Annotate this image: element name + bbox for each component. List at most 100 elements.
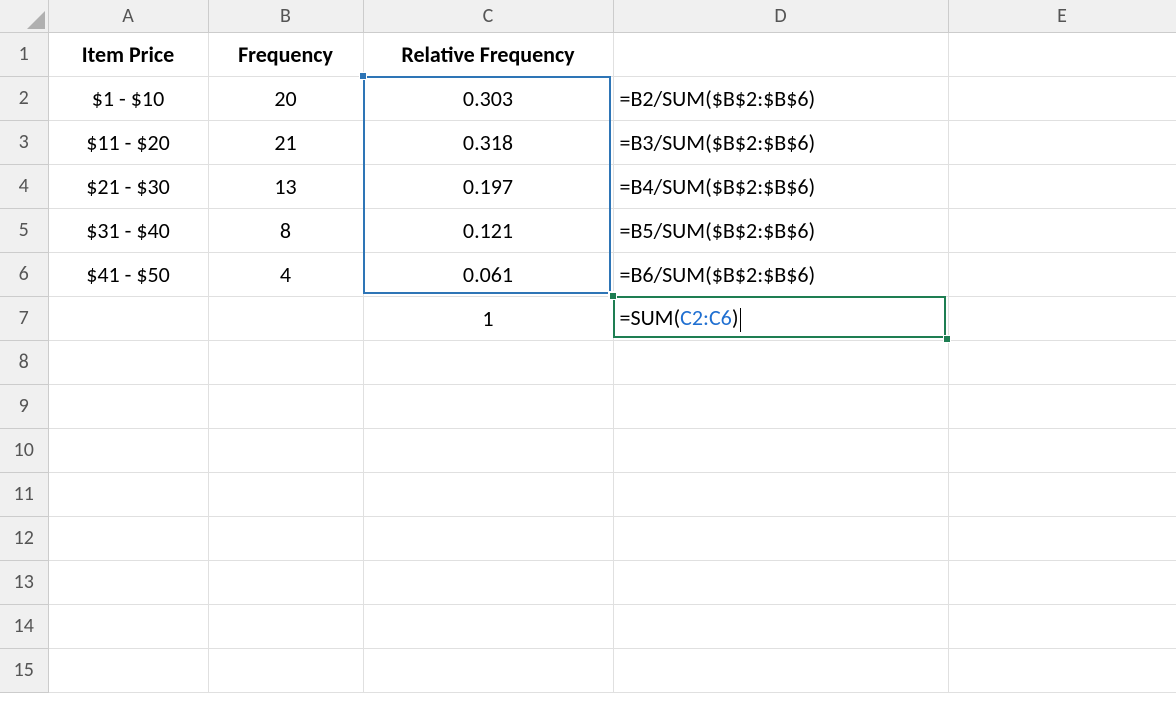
- cell-B10[interactable]: [208, 428, 363, 472]
- range-handle[interactable]: [359, 72, 367, 80]
- row-header-12[interactable]: 12: [0, 516, 48, 560]
- cell-D6[interactable]: =B6/SUM($B$2:$B$6): [613, 252, 948, 296]
- row-header-8[interactable]: 8: [0, 340, 48, 384]
- cell-E6[interactable]: [948, 252, 1176, 296]
- cell-C11[interactable]: [363, 472, 613, 516]
- cell-A12[interactable]: [48, 516, 208, 560]
- cell-C2[interactable]: 0.303: [363, 76, 613, 120]
- cell-A2[interactable]: $1 - $10: [48, 76, 208, 120]
- row-header-9[interactable]: 9: [0, 384, 48, 428]
- cell-D15[interactable]: [613, 648, 948, 692]
- cell-E12[interactable]: [948, 516, 1176, 560]
- cell-D11[interactable]: [613, 472, 948, 516]
- cell-C13[interactable]: [363, 560, 613, 604]
- cell-C1[interactable]: Relative Frequency: [363, 32, 613, 76]
- cell-B12[interactable]: [208, 516, 363, 560]
- cell-A9[interactable]: [48, 384, 208, 428]
- cell-C3[interactable]: 0.318: [363, 120, 613, 164]
- cell-B2[interactable]: 20: [208, 76, 363, 120]
- row-header-7[interactable]: 7: [0, 296, 48, 340]
- cell-E9[interactable]: [948, 384, 1176, 428]
- cell-D7-editing[interactable]: =SUM(C2:C6): [613, 296, 948, 340]
- cell-E15[interactable]: [948, 648, 1176, 692]
- cell-D13[interactable]: [613, 560, 948, 604]
- cell-E8[interactable]: [948, 340, 1176, 384]
- cell-B14[interactable]: [208, 604, 363, 648]
- cell-A14[interactable]: [48, 604, 208, 648]
- cell-E2[interactable]: [948, 76, 1176, 120]
- cell-D4[interactable]: =B4/SUM($B$2:$B$6): [613, 164, 948, 208]
- cell-C14[interactable]: [363, 604, 613, 648]
- row-header-3[interactable]: 3: [0, 120, 48, 164]
- cell-C5[interactable]: 0.121: [363, 208, 613, 252]
- cell-A8[interactable]: [48, 340, 208, 384]
- cell-D9[interactable]: [613, 384, 948, 428]
- cell-E4[interactable]: [948, 164, 1176, 208]
- cell-A13[interactable]: [48, 560, 208, 604]
- cell-B3[interactable]: 21: [208, 120, 363, 164]
- row-header-13[interactable]: 13: [0, 560, 48, 604]
- cell-A6[interactable]: $41 - $50: [48, 252, 208, 296]
- cell-E3[interactable]: [948, 120, 1176, 164]
- cell-D5[interactable]: =B5/SUM($B$2:$B$6): [613, 208, 948, 252]
- cell-C9[interactable]: [363, 384, 613, 428]
- active-cell-handle[interactable]: [609, 292, 617, 300]
- cell-D8[interactable]: [613, 340, 948, 384]
- cell-C8[interactable]: [363, 340, 613, 384]
- cell-B11[interactable]: [208, 472, 363, 516]
- cell-B13[interactable]: [208, 560, 363, 604]
- cell-D14[interactable]: [613, 604, 948, 648]
- cell-C7[interactable]: 1: [363, 296, 613, 340]
- cell-A3[interactable]: $11 - $20: [48, 120, 208, 164]
- cell-D2[interactable]: =B2/SUM($B$2:$B$6): [613, 76, 948, 120]
- active-cell-handle[interactable]: [943, 335, 951, 343]
- select-all-corner[interactable]: [0, 0, 48, 32]
- cell-E1[interactable]: [948, 32, 1176, 76]
- row-header-2[interactable]: 2: [0, 76, 48, 120]
- row-header-15[interactable]: 15: [0, 648, 48, 692]
- cell-B8[interactable]: [208, 340, 363, 384]
- cell-B15[interactable]: [208, 648, 363, 692]
- cell-B4[interactable]: 13: [208, 164, 363, 208]
- col-header-C[interactable]: C: [363, 0, 613, 32]
- cell-A10[interactable]: [48, 428, 208, 472]
- cell-B9[interactable]: [208, 384, 363, 428]
- cell-D3[interactable]: =B3/SUM($B$2:$B$6): [613, 120, 948, 164]
- row-header-10[interactable]: 10: [0, 428, 48, 472]
- cell-E11[interactable]: [948, 472, 1176, 516]
- cell-D10[interactable]: [613, 428, 948, 472]
- cell-C4[interactable]: 0.197: [363, 164, 613, 208]
- cell-B7[interactable]: [208, 296, 363, 340]
- col-header-D[interactable]: D: [613, 0, 948, 32]
- row-header-11[interactable]: 11: [0, 472, 48, 516]
- cell-D1[interactable]: [613, 32, 948, 76]
- row-header-1[interactable]: 1: [0, 32, 48, 76]
- col-header-B[interactable]: B: [208, 0, 363, 32]
- cell-E7[interactable]: [948, 296, 1176, 340]
- col-header-A[interactable]: A: [48, 0, 208, 32]
- cell-B1[interactable]: Frequency: [208, 32, 363, 76]
- row-header-14[interactable]: 14: [0, 604, 48, 648]
- cell-D12[interactable]: [613, 516, 948, 560]
- row-header-6[interactable]: 6: [0, 252, 48, 296]
- cell-E10[interactable]: [948, 428, 1176, 472]
- formula-range-ref: C2:C6: [680, 304, 732, 331]
- cell-A5[interactable]: $31 - $40: [48, 208, 208, 252]
- cell-B6[interactable]: 4: [208, 252, 363, 296]
- cell-C6[interactable]: 0.061: [363, 252, 613, 296]
- cell-E5[interactable]: [948, 208, 1176, 252]
- cell-E14[interactable]: [948, 604, 1176, 648]
- col-header-E[interactable]: E: [948, 0, 1176, 32]
- row-header-4[interactable]: 4: [0, 164, 48, 208]
- cell-B5[interactable]: 8: [208, 208, 363, 252]
- cell-A7[interactable]: [48, 296, 208, 340]
- cell-C10[interactable]: [363, 428, 613, 472]
- cell-A1[interactable]: Item Price: [48, 32, 208, 76]
- cell-C15[interactable]: [363, 648, 613, 692]
- cell-A11[interactable]: [48, 472, 208, 516]
- row-header-5[interactable]: 5: [0, 208, 48, 252]
- cell-C12[interactable]: [363, 516, 613, 560]
- cell-A4[interactable]: $21 - $30: [48, 164, 208, 208]
- cell-E13[interactable]: [948, 560, 1176, 604]
- cell-A15[interactable]: [48, 648, 208, 692]
